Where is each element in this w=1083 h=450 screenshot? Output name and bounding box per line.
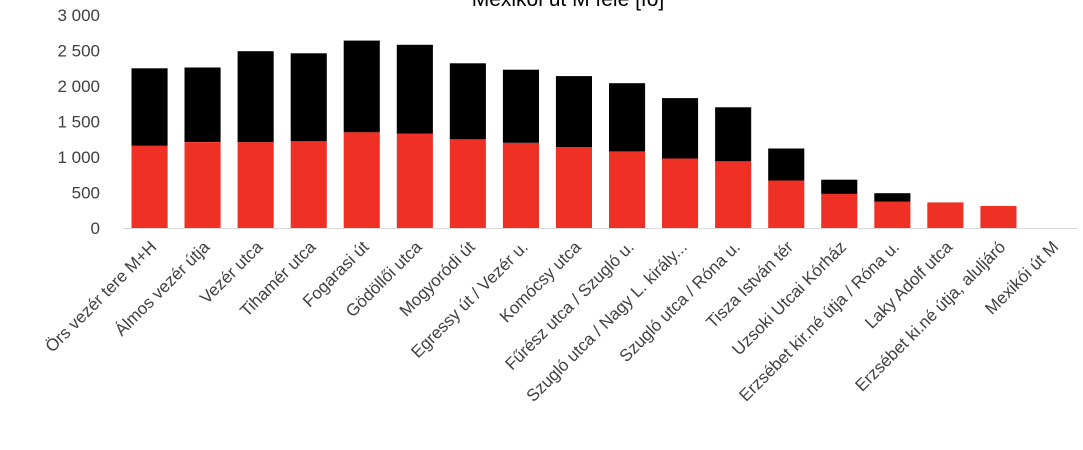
bars [131, 40, 1017, 229]
bar-series-2 [343, 40, 380, 133]
bar-series-1 [874, 201, 911, 228]
bar-series-1 [715, 161, 752, 228]
bar-series-1 [184, 142, 221, 228]
y-axis: 0 500 1 000 1 500 2 000 2 500 3 000 [57, 6, 100, 238]
y-tick-label: 500 [72, 184, 100, 203]
bar-series-1 [502, 142, 539, 228]
chart-title: Mexikói út M felé [fő] [472, 0, 665, 11]
bar-series-1 [131, 145, 168, 228]
y-tick-label: 2 000 [57, 77, 100, 96]
bar-series-1 [555, 147, 592, 228]
y-tick-label: 3 000 [57, 6, 100, 25]
bar-series-1 [396, 133, 433, 228]
bar-series-2 [184, 67, 221, 142]
y-tick-label: 2 500 [57, 42, 100, 61]
bar-series-2 [768, 148, 805, 181]
bar-series-2 [555, 76, 592, 148]
bar-series-1 [343, 132, 380, 228]
bar-series-1 [980, 206, 1017, 228]
y-tick-label: 1 500 [57, 113, 100, 132]
bar-series-1 [609, 151, 646, 228]
bar-series-2 [821, 179, 858, 194]
bar-series-2 [396, 44, 433, 134]
bar-series-2 [502, 69, 539, 143]
bar-series-2 [290, 53, 327, 142]
bar-series-1 [768, 180, 805, 228]
bar-series-2 [609, 83, 646, 152]
bar-series-2 [715, 107, 752, 162]
bar-series-2 [237, 51, 274, 143]
y-tick-label: 1 000 [57, 148, 100, 167]
bar-series-2 [131, 68, 168, 146]
bar-series-1 [290, 141, 327, 228]
bar-series-1 [662, 158, 699, 228]
bar-series-1 [237, 142, 274, 228]
x-tick-label: Álmos vezér útja [111, 237, 214, 340]
bar-series-2 [449, 63, 486, 140]
bar-series-1 [927, 202, 964, 228]
y-tick-label: 0 [91, 219, 100, 238]
bar-series-2 [662, 98, 699, 159]
bar-series-1 [449, 139, 486, 229]
bar-series-1 [821, 193, 858, 228]
bar-series-2 [874, 193, 911, 202]
